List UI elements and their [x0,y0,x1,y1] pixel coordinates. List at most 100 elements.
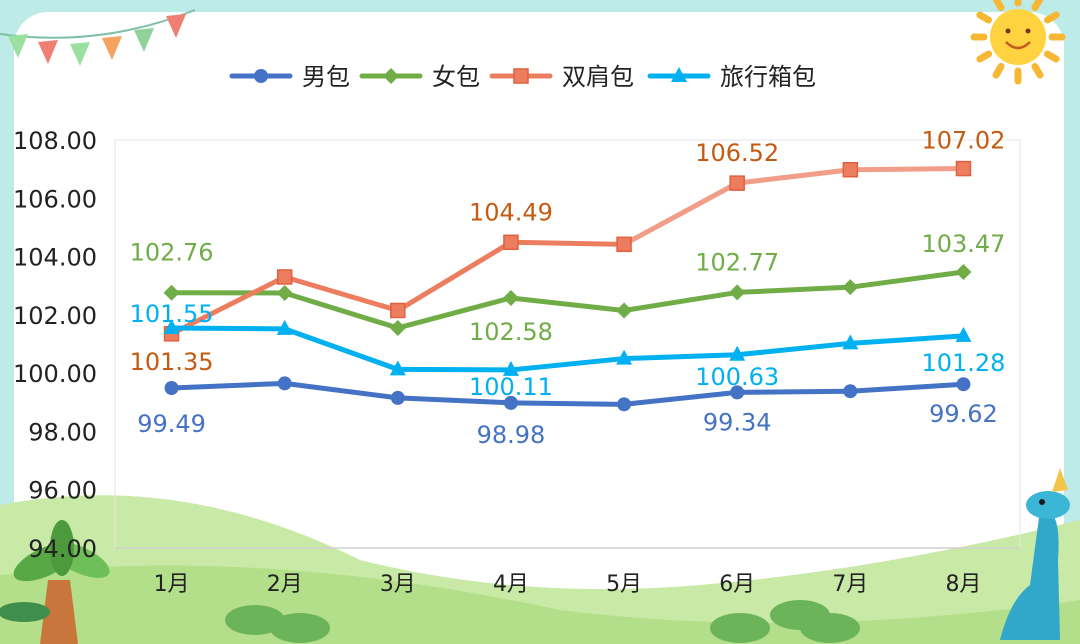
marker-diamond [729,284,746,301]
marker-diamond [955,264,972,281]
data-label: 104.49 [469,198,553,226]
series-line-segment [621,289,740,313]
series-line-segment [621,389,740,407]
marker-circle [503,395,518,410]
bunting-flag [38,40,58,64]
data-label: 103.47 [921,230,1005,258]
data-label: 102.58 [469,318,553,346]
data-label: 99.49 [137,410,206,438]
series-line-segment [847,269,966,290]
bunting-flag [134,28,154,52]
dino-eye [1039,499,1045,505]
party-hat [1052,468,1068,492]
series-line-segment [395,366,514,373]
legend-label: 女包 [432,63,480,91]
marker-square [503,234,519,251]
data-label: 100.11 [469,373,553,401]
marker-triangle [502,360,519,376]
series-line-segment [395,395,514,406]
y-tick-label: 98.00 [28,418,97,446]
dino-body [1000,509,1060,640]
data-label: 100.63 [695,363,779,391]
series-0 [164,376,971,412]
marker-diamond [842,279,859,296]
marker-diamond [389,319,406,336]
y-tick-label: 106.00 [13,185,97,213]
plant-leaf [710,613,770,643]
series-line-segment [734,340,853,358]
series-line-segment [395,239,514,313]
sun-ray [976,50,993,63]
sun-smile [1005,41,1031,50]
series-line-segment [847,166,966,173]
marker-diamond [163,284,180,301]
series-line-segment [169,274,288,337]
series-line-segment [847,381,966,394]
sun-ray [1031,0,1044,12]
series-line-segment [169,380,288,391]
bunting-string [0,9,196,39]
marker-triangle [955,326,972,342]
series-line-segment [734,284,853,295]
series-line-segment [282,380,401,401]
series-line-segment [621,352,740,362]
palm-leaf [50,520,74,576]
series-line-segment [282,290,401,331]
data-label: 101.28 [921,349,1005,377]
palm-tree-icon [0,520,110,644]
data-label: 98.98 [477,421,546,449]
marker-triangle [276,319,293,335]
series-line-segment [734,167,853,186]
y-tick-label: 102.00 [13,302,97,330]
marker-square [842,161,859,178]
legend-label: 男包 [302,63,350,91]
x-tick-label: 6月 [719,572,755,597]
marker-square [729,175,745,191]
data-label: 101.55 [130,300,214,328]
plot-area [114,139,1021,549]
series-1 [163,264,972,336]
marker-square [390,302,406,319]
y-tick-label: 104.00 [13,244,97,272]
series-3 [163,318,972,376]
x-tick-label: 2月 [267,572,303,597]
sun-ray [992,0,1005,12]
legend-item: 男包 [229,63,350,91]
sun-ray [976,11,993,24]
data-label: 99.34 [703,408,772,436]
series-line-segment [169,325,288,332]
marker-circle [956,377,971,392]
data-label: 101.35 [130,348,214,376]
legend-label: 旅行箱包 [720,63,816,91]
data-label: 102.77 [695,248,779,276]
legend-item: 旅行箱包 [647,63,816,91]
sun-icon [970,0,1066,85]
bunting-flag [166,14,186,38]
x-tick-label: 3月 [380,572,416,597]
marker-circle [617,397,632,412]
x-tick-label: 7月 [832,572,868,597]
x-tick-label: 1月 [154,572,190,597]
bunting-flag [102,36,122,60]
series-line-segment [734,388,853,395]
y-tick-label: 100.00 [13,360,97,388]
plant-leaf [225,605,285,635]
marker-circle [843,384,858,399]
series-2 [163,160,972,342]
marker-triangle [729,345,746,361]
x-tick-label: 4月 [493,572,529,597]
x-tick-label: 8月 [945,572,981,597]
series-line-segment [508,400,627,407]
legend-item: 女包 [359,63,480,91]
y-tick-label: 96.00 [28,477,97,505]
series-line-segment [282,326,401,372]
data-label: 106.52 [695,139,779,167]
marker-circle [277,376,292,391]
marker-square [276,269,293,285]
marker-diamond [383,68,399,84]
y-tick-label: 108.00 [13,127,97,155]
bush [0,602,50,622]
marker-diamond [276,285,293,301]
